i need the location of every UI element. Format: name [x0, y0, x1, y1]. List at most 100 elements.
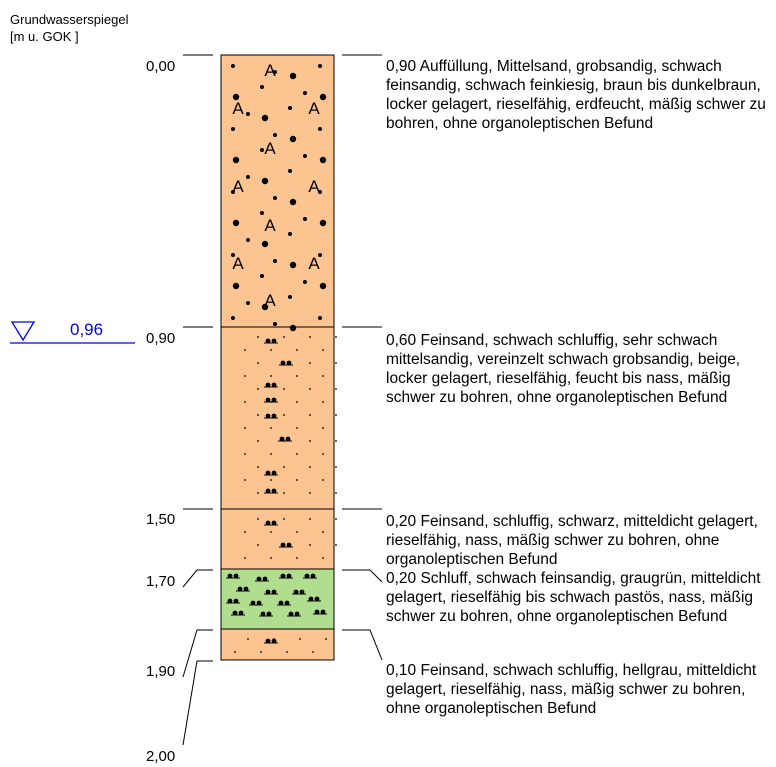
layer2-silt-mark — [271, 382, 277, 388]
fill-symbol: A — [264, 61, 276, 80]
groundwater-level-value: 0,96 — [70, 320, 104, 339]
fill-symbol: A — [308, 177, 320, 196]
gravel-dot — [303, 91, 307, 95]
gravel-dot — [288, 106, 292, 110]
layer2-silt-mark — [271, 338, 277, 344]
layer3-dot — [283, 518, 285, 520]
layer2-dot — [309, 388, 311, 390]
layer-description-4: 0,20 Schluff, schwach feinsandig, graugr… — [386, 570, 761, 625]
depth-label-0: 0,00 — [146, 58, 176, 75]
gravel-dot — [318, 127, 322, 131]
layer2-dot — [270, 375, 272, 377]
layer2-dot — [335, 388, 337, 390]
gravel-dot — [231, 127, 235, 131]
layer3-dot — [309, 518, 311, 520]
gravel-dot — [246, 238, 250, 242]
layer4-silt-mark — [266, 611, 272, 617]
gravel-dot — [231, 316, 235, 320]
gravel-dot — [232, 93, 240, 101]
layer-description-5: 0,10 Feinsand, schwach schluffig, hellgr… — [386, 662, 757, 717]
gravel-dot — [289, 198, 297, 206]
layer3-silt-mark — [265, 520, 271, 526]
fill-symbol: A — [264, 216, 276, 235]
gravel-dot — [260, 85, 264, 89]
layer4-silt-mark — [284, 600, 290, 606]
layer2-dot — [244, 401, 246, 403]
gravel-dot — [289, 72, 297, 80]
gravel-dot — [288, 232, 292, 236]
layer2-dot — [270, 427, 272, 429]
layer5-dot — [312, 651, 314, 653]
layer3-dot — [309, 544, 311, 546]
layer2-dot — [335, 492, 337, 494]
gravel-dot — [288, 295, 292, 299]
fill-symbol: A — [232, 99, 244, 118]
layer3-dot — [322, 531, 324, 533]
layer2-dot — [244, 375, 246, 377]
layer2-dot — [335, 414, 337, 416]
layer2-dot — [309, 362, 311, 364]
layer2-silt-mark — [271, 413, 277, 419]
layer4-silt-mark — [227, 573, 233, 579]
layer3-dot — [335, 518, 337, 520]
gravel-dot — [261, 240, 269, 248]
layer3-silt-mark — [271, 520, 277, 526]
layer2-dot — [257, 440, 259, 442]
gravel-dot — [303, 154, 307, 158]
gravel-dot — [231, 64, 235, 68]
fill-symbol: A — [232, 177, 244, 196]
gravel-dot — [261, 114, 269, 122]
layer5-dot — [286, 651, 288, 653]
gravel-dot — [261, 177, 269, 185]
layer4-silt-mark — [293, 589, 299, 595]
fill-symbol: A — [308, 99, 320, 118]
gravel-dot — [288, 169, 292, 173]
layer2-dot — [322, 427, 324, 429]
gravel-dot — [318, 190, 322, 194]
layer2-dot — [283, 388, 285, 390]
layer4-silt-mark — [238, 610, 244, 616]
gravel-dot — [318, 316, 322, 320]
layer2-dot — [309, 466, 311, 468]
leader-line — [342, 569, 383, 583]
layer2-silt-mark — [265, 382, 271, 388]
layer2-dot — [257, 466, 259, 468]
layer2-silt-mark — [271, 470, 277, 476]
layer4-silt-mark — [262, 576, 268, 582]
gravel-dot — [289, 261, 297, 269]
layer3-dot — [296, 531, 298, 533]
layer2-dot — [309, 414, 311, 416]
layer3-dot — [270, 557, 272, 559]
layer2-dot — [283, 336, 285, 338]
gravel-dot — [318, 64, 322, 68]
gravel-dot — [289, 324, 297, 332]
layer2-dot — [283, 492, 285, 494]
layer4-silt-mark — [314, 596, 320, 602]
layer4-silt-mark — [256, 600, 262, 606]
layer3-dot — [257, 518, 259, 520]
layer5-silt-mark — [265, 638, 271, 644]
layer4-silt-mark — [314, 609, 320, 615]
layer4-silt-mark — [260, 611, 266, 617]
depth-label-5: 2,00 — [146, 748, 176, 765]
gravel-dot — [319, 219, 327, 227]
layer2-silt-mark — [279, 436, 285, 442]
layer2-silt-mark — [271, 488, 277, 494]
header-title: Grundwasserspiegel — [10, 12, 129, 27]
layer3-silt-mark — [286, 542, 292, 548]
gravel-dot — [273, 322, 277, 326]
depth-tick — [182, 629, 213, 678]
layer2-silt-mark — [265, 488, 271, 494]
header-unit: [m u. GOK ] — [10, 29, 79, 44]
layer2-dot — [335, 362, 337, 364]
layer2-dot — [309, 440, 311, 442]
layer4-silt-mark — [294, 611, 300, 617]
layer-rect-1 — [220, 54, 335, 328]
leader-line — [342, 629, 383, 661]
depth-label-3: 1,70 — [146, 573, 176, 590]
layer2-dot — [257, 336, 259, 338]
layer4-silt-mark — [304, 573, 310, 579]
layer2-silt-mark — [280, 360, 286, 366]
gravel-dot — [261, 303, 269, 311]
layer2-dot — [244, 349, 246, 351]
